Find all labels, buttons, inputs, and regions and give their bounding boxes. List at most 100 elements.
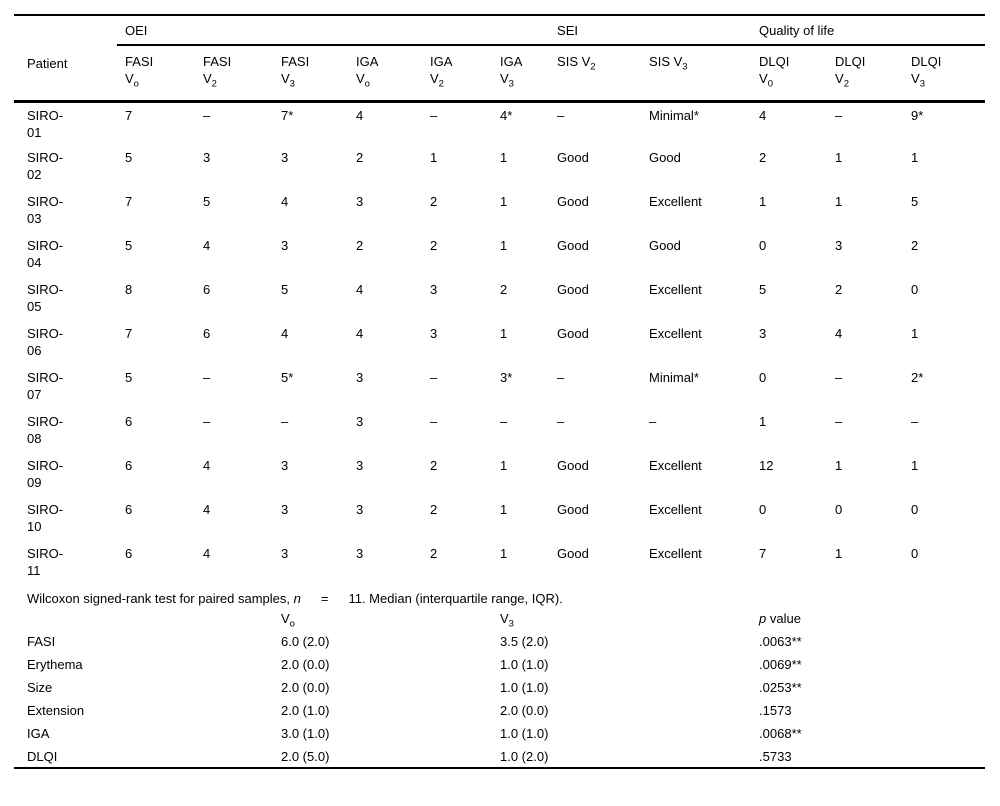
patient-id: SIRO-08 [27, 414, 64, 447]
col-header-fasi-v3: FASI V3 [273, 45, 348, 103]
table-cell: 3 [281, 546, 289, 561]
table-cell: 5 [911, 194, 919, 209]
table-cell: 1 [835, 458, 843, 473]
table-cell: – [835, 107, 843, 123]
stat-row: DLQI 2.0 (5.0) 1.0 (2.0) .5733 [14, 745, 985, 768]
table-cell: 4 [203, 458, 211, 473]
table-cell: 2 [911, 238, 919, 253]
wilcoxon-note: Wilcoxon signed-rank test for paired sam… [27, 591, 563, 606]
group-header-row: OEI SEI Quality of life [14, 15, 986, 46]
table-cell: 5 [125, 238, 133, 253]
table-cell: 4 [203, 238, 211, 253]
table-cell: 2* [911, 370, 924, 385]
patient-id-cell: SIRO-04 [14, 233, 117, 277]
group-header-quality-of-life: Quality of life [751, 15, 986, 46]
table-cell: 3 [281, 238, 289, 253]
stats-subheader-v3: V3 [500, 611, 514, 630]
table-cell: Excellent [649, 282, 702, 297]
stats-subheader-v0: Vo [281, 611, 295, 630]
table-cell: – [203, 370, 211, 385]
stat-label: Size [27, 680, 53, 696]
table-cell: – [281, 414, 289, 429]
patient-id-cell: SIRO-02 [14, 145, 117, 189]
stat-v3: 1.0 (2.0) [500, 749, 549, 765]
wilcoxon-note-row: Wilcoxon signed-rank test for paired sam… [14, 585, 985, 607]
table-cell: 3 [430, 326, 438, 341]
table-cell: 3 [759, 326, 767, 341]
table-cell: 5* [281, 370, 294, 385]
patient-id: SIRO-09 [27, 458, 64, 491]
patient-id-cell: SIRO-01 [14, 101, 117, 145]
stat-v3: 1.0 (1.0) [500, 657, 549, 673]
table-cell: 1 [835, 546, 843, 561]
table-cell: 6 [125, 502, 133, 517]
patient-id: SIRO-02 [27, 150, 64, 183]
patient-id-cell: SIRO-07 [14, 365, 117, 409]
stat-row: IGA 3.0 (1.0) 1.0 (1.0) .0068** [14, 722, 985, 745]
col-header-patient: Patient [14, 45, 117, 103]
table-cell: 0 [835, 502, 843, 517]
table-cell: – [835, 414, 843, 429]
table-row: SIRO-07 5 – 5* 3 – 3* – Minimal* 0 – 2* [14, 365, 985, 409]
table-cell: 3 [356, 546, 364, 561]
col-header-fasi-v2: FASI V2 [195, 45, 273, 103]
table-cell: 3 [356, 414, 364, 429]
table-cell: 2 [356, 238, 364, 253]
table-cell: 6 [203, 326, 211, 341]
table-cell: Good [557, 238, 589, 253]
table-cell: 2 [430, 502, 438, 517]
table-cell: 4 [356, 326, 364, 341]
table-cell: 5 [125, 370, 133, 385]
table-cell: – [911, 414, 919, 429]
table-cell: 4 [203, 546, 211, 561]
table-row: SIRO-08 6 – – 3 – – – – 1 – – [14, 409, 985, 453]
equals-sign: = [320, 591, 329, 606]
table-cell: – [203, 414, 211, 429]
patient-id: SIRO-03 [27, 194, 64, 227]
table-cell: 12 [759, 458, 774, 473]
table-cell: 6 [203, 282, 211, 297]
table-cell: 3 [281, 458, 289, 473]
table-cell: 5 [759, 282, 767, 297]
stat-v3: 2.0 (0.0) [500, 703, 549, 719]
patient-id: SIRO-11 [27, 546, 64, 579]
table-cell: – [500, 414, 508, 429]
table-cell: 0 [759, 502, 767, 517]
patient-id-cell: SIRO-03 [14, 189, 117, 233]
table-cell: 8 [125, 282, 133, 297]
patient-id-cell: SIRO-08 [14, 409, 117, 453]
table-cell: Good [649, 150, 681, 165]
table-row: SIRO-04 5 4 3 2 2 1 Good Good 0 3 2 [14, 233, 985, 277]
table-cell: 1 [500, 194, 508, 209]
table-cell: 5 [203, 194, 211, 209]
table-cell: 2 [759, 150, 767, 165]
stat-pvalue: .5733 [759, 749, 792, 765]
table-cell: 4* [500, 107, 513, 123]
table-cell: 3 [281, 150, 289, 165]
table-cell: Excellent [649, 502, 702, 517]
stats-footer: Wilcoxon signed-rank test for paired sam… [14, 585, 985, 630]
table-cell: 2 [430, 458, 438, 473]
patient-id: SIRO-05 [27, 282, 64, 315]
stat-v0: 2.0 (5.0) [281, 749, 330, 765]
col-header-sis-v2: SIS V2 [549, 45, 642, 103]
stat-row: Extension 2.0 (1.0) 2.0 (0.0) .1573 [14, 699, 985, 722]
patient-id: SIRO-01 [27, 107, 64, 140]
table-cell: – [557, 107, 565, 123]
table-row: SIRO-09 6 4 3 3 2 1 Good Excellent 12 1 1 [14, 453, 985, 497]
stat-v0: 2.0 (1.0) [281, 703, 330, 719]
table-cell: Minimal* [649, 370, 699, 385]
patient-outcomes-table: OEI SEI Quality of life Patient FASI Vo F… [14, 14, 986, 770]
patient-id-cell: SIRO-11 [14, 541, 117, 585]
table-cell: 1 [911, 326, 919, 341]
table-cell: 2 [356, 150, 364, 165]
col-header-dlqi-v0: DLQI V0 [751, 45, 828, 103]
col-header-iga-v3: IGA V3 [492, 45, 550, 103]
table-cell: – [649, 414, 657, 429]
col-header-sis-v3: SIS V3 [641, 45, 752, 103]
stat-v0: 2.0 (0.0) [281, 657, 330, 673]
table-cell: 3 [835, 238, 843, 253]
col-header-dlqi-v3: DLQI V3 [903, 45, 986, 103]
table-cell: 1 [835, 194, 843, 209]
table-cell: Good [649, 238, 681, 253]
